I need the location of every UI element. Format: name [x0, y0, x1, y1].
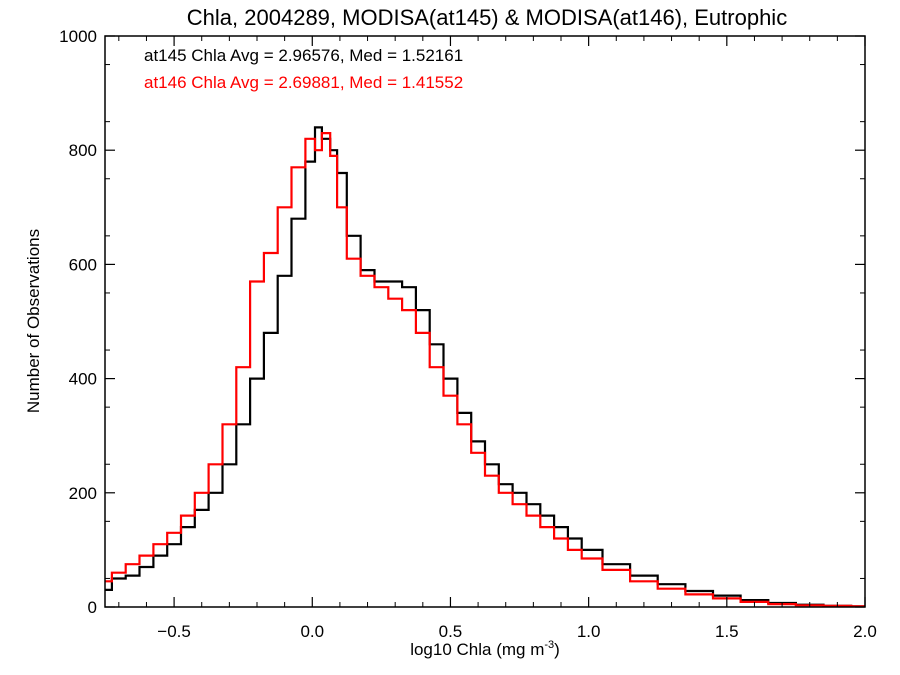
annotation-text-1: at146 Chla Avg = 2.69881, Med = 1.41552 [144, 73, 463, 92]
x-tick-label: 2.0 [853, 622, 877, 641]
annotation-text-0: at145 Chla Avg = 2.96576, Med = 1.52161 [144, 46, 463, 65]
y-tick-label: 1000 [59, 27, 97, 46]
series-layer [105, 126, 865, 608]
x-axis-ticks: −0.5 0.0 0.5 1.0 1.5 2.0 [118, 36, 877, 641]
x-axis-label-main: log10 Chla (mg m [410, 640, 544, 659]
x-tick-label: 1.0 [577, 622, 601, 641]
x-tick-label: 0.5 [439, 622, 463, 641]
x-axis-label: log10 Chla (mg m-3) [410, 639, 560, 659]
x-tick-label: 0.0 [300, 622, 324, 641]
y-tick-label: 200 [69, 484, 97, 503]
series-line-0 [105, 126, 865, 608]
series-line-1 [105, 132, 865, 608]
y-tick-label: 0 [88, 598, 97, 617]
y-tick-label: 600 [69, 255, 97, 274]
plot-frame [104, 35, 866, 608]
chart-title: Chla, 2004289, MODISA(at145) & MODISA(at… [187, 5, 787, 30]
x-axis-label-close: ) [554, 640, 560, 659]
x-axis-label-superscript: -3 [544, 639, 554, 651]
y-axis-ticks: 0 200 400 600 800 1000 [59, 27, 865, 617]
y-axis-label: Number of Observations [24, 229, 43, 413]
x-tick-label: 1.5 [715, 622, 739, 641]
y-tick-label: 400 [69, 370, 97, 389]
legend-annotations: at145 Chla Avg = 2.96576, Med = 1.52161 a… [144, 46, 463, 92]
y-tick-label: 800 [69, 141, 97, 160]
x-tick-label: −0.5 [157, 622, 191, 641]
